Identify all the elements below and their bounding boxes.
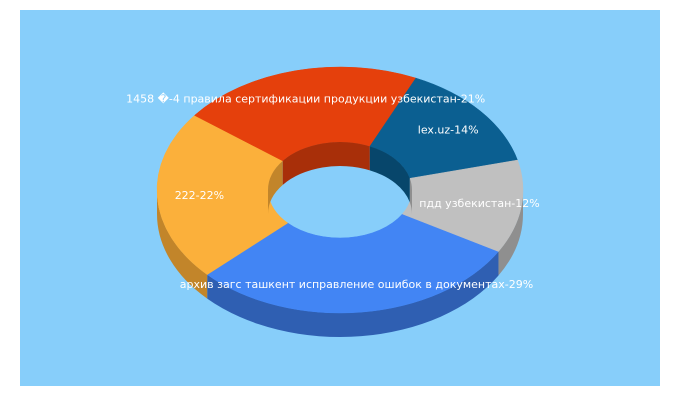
donut-slices bbox=[156, 66, 524, 314]
slice-inner-wall-1 bbox=[268, 160, 283, 214]
slice-inner-wall-3 bbox=[369, 146, 410, 203]
donut-inner-wall bbox=[268, 141, 412, 214]
slice-label-2: 1458 �-4 правила сертификации продукции … bbox=[126, 92, 485, 105]
slice-label-0: архив загс ташкент исправление ошибок в … bbox=[180, 278, 533, 291]
slice-inner-wall-4 bbox=[409, 178, 412, 214]
slice-label-1: 222-22% bbox=[175, 189, 224, 202]
donut-labels: архив загс ташкент исправление ошибок в … bbox=[126, 92, 540, 290]
donut-sides bbox=[157, 190, 523, 337]
slice-label-3: lex.uz-14% bbox=[418, 124, 479, 137]
slice-side-0 bbox=[207, 251, 499, 337]
slice-label-4: пдд узбекистан-12% bbox=[419, 197, 539, 210]
slice-side-1 bbox=[157, 190, 208, 299]
slice-0[interactable] bbox=[206, 213, 499, 314]
slice-inner-wall-2 bbox=[282, 141, 370, 185]
slice-1[interactable] bbox=[156, 115, 289, 275]
slice-side-4 bbox=[498, 190, 523, 276]
